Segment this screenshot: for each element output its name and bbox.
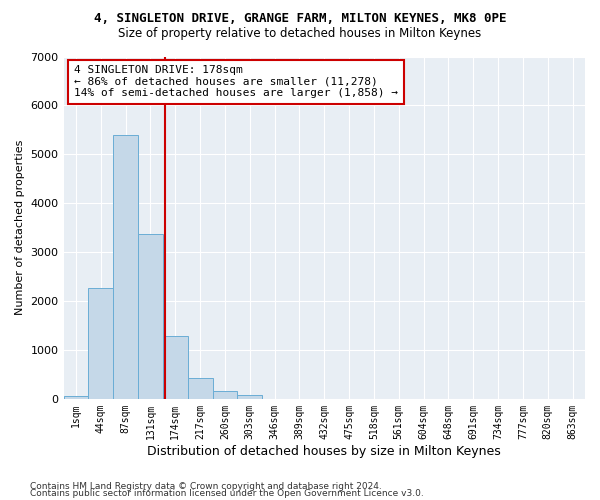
Bar <box>113 134 138 399</box>
Bar <box>163 336 188 399</box>
Text: Contains public sector information licensed under the Open Government Licence v3: Contains public sector information licen… <box>30 490 424 498</box>
X-axis label: Distribution of detached houses by size in Milton Keynes: Distribution of detached houses by size … <box>148 444 501 458</box>
Bar <box>64 396 88 399</box>
Text: Size of property relative to detached houses in Milton Keynes: Size of property relative to detached ho… <box>118 28 482 40</box>
Bar <box>138 234 163 399</box>
Text: 4 SINGLETON DRIVE: 178sqm
← 86% of detached houses are smaller (11,278)
14% of s: 4 SINGLETON DRIVE: 178sqm ← 86% of detac… <box>74 65 398 98</box>
Text: 4, SINGLETON DRIVE, GRANGE FARM, MILTON KEYNES, MK8 0PE: 4, SINGLETON DRIVE, GRANGE FARM, MILTON … <box>94 12 506 26</box>
Text: Contains HM Land Registry data © Crown copyright and database right 2024.: Contains HM Land Registry data © Crown c… <box>30 482 382 491</box>
Bar <box>238 395 262 399</box>
Y-axis label: Number of detached properties: Number of detached properties <box>15 140 25 316</box>
Bar <box>88 288 113 399</box>
Bar <box>188 378 212 399</box>
Bar <box>212 392 238 399</box>
